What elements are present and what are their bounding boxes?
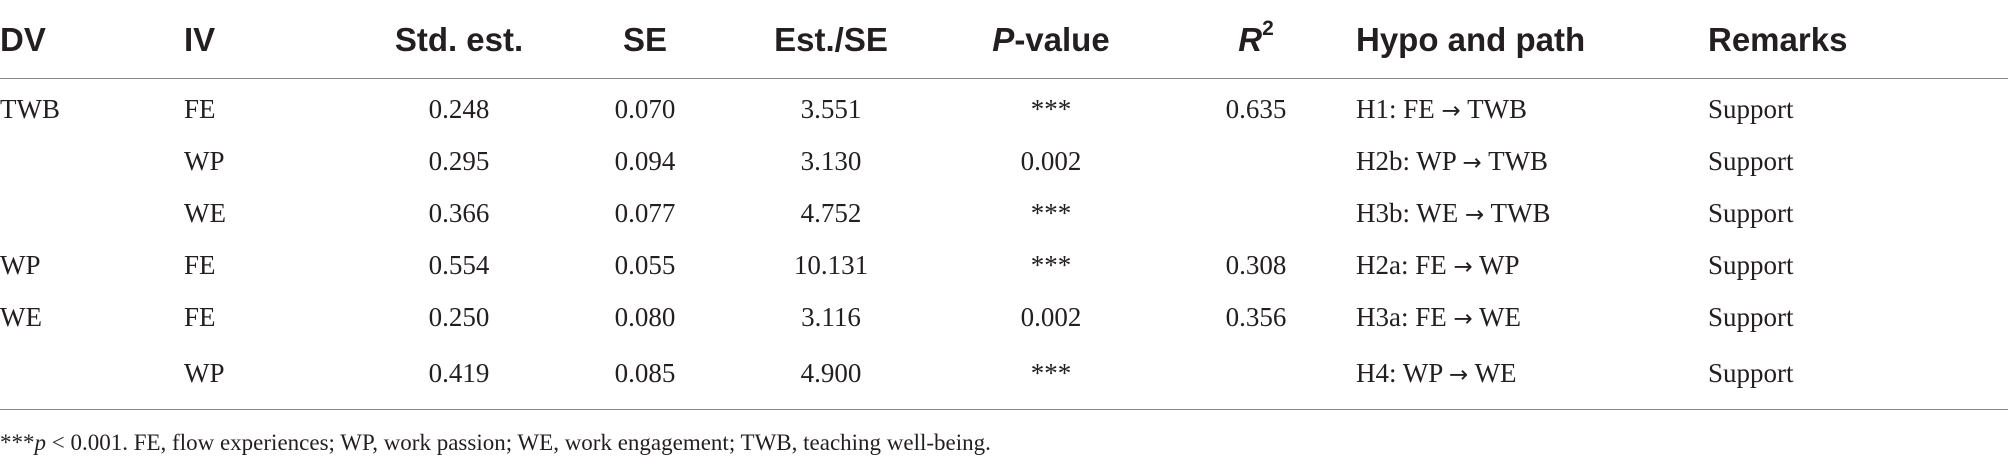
table-footnote: ***p < 0.001. FE, flow experiences; WP, … bbox=[0, 430, 991, 456]
cell-hypo: H4: WP → WE bbox=[1356, 343, 1708, 410]
table-row: WP FE 0.554 0.055 10.131 *** 0.308 H2a: FE → WP… bbox=[0, 239, 2008, 291]
cell-p-value: *** bbox=[946, 343, 1156, 410]
cell-se: 0.070 bbox=[614, 93, 676, 124]
cell-iv: WP bbox=[184, 145, 225, 176]
header-hypo: Hypo and path bbox=[1356, 14, 1708, 79]
header-p-italic: P bbox=[992, 21, 1015, 58]
hypo-label: H4: WP bbox=[1356, 357, 1443, 388]
right-arrow-icon: → bbox=[1441, 97, 1461, 124]
cell-std-est: 0.248 bbox=[428, 93, 490, 124]
cell-std-est: 0.554 bbox=[428, 249, 490, 280]
cell-p-value: *** bbox=[1030, 197, 1072, 228]
cell-est-se: 10.131 bbox=[793, 249, 869, 280]
table-row: WP 0.419 0.085 4.900 *** H4: WP → WE Support bbox=[0, 343, 2008, 410]
table-row: WP 0.295 0.094 3.130 0.002 H2b: WP → TWB Suppo… bbox=[0, 135, 2008, 187]
cell-iv: WP bbox=[184, 343, 344, 410]
cell-est-se: 4.752 bbox=[800, 197, 862, 228]
header-r2: R2 bbox=[1156, 14, 1356, 79]
footnote-stars: *** bbox=[0, 430, 35, 455]
cell-dv: WP bbox=[0, 249, 41, 280]
cell-est-se: 3.551 bbox=[800, 93, 862, 124]
table-row: TWB FE 0.248 0.070 3.551 *** 0.635 H1: FE → TWB… bbox=[0, 79, 2008, 136]
hypo-label: H3a: FE bbox=[1356, 301, 1447, 332]
cell-hypo: H1: FE → TWB bbox=[1356, 79, 1708, 136]
footnote-p: p bbox=[34, 430, 47, 455]
footnote-text: < 0.001. FE, flow experiences; WP, work … bbox=[46, 430, 991, 455]
cell-dv bbox=[0, 343, 184, 410]
cell-est-se: 3.130 bbox=[800, 145, 862, 176]
cell-remarks: Support bbox=[1708, 343, 2008, 410]
cell-std-est: 0.419 bbox=[344, 343, 574, 410]
cell-se: 0.094 bbox=[614, 145, 676, 176]
cell-se: 0.077 bbox=[614, 197, 676, 228]
cell-iv: FE bbox=[184, 249, 216, 280]
header-est-se: Est./SE bbox=[716, 14, 946, 79]
cell-r2 bbox=[1156, 187, 1356, 239]
cell-hypo: H2b: WP → TWB bbox=[1356, 135, 1708, 187]
cell-r2: 0.635 bbox=[1225, 93, 1287, 124]
cell-est-se: 3.116 bbox=[801, 301, 861, 332]
header-r2-sup: 2 bbox=[1262, 17, 1274, 40]
cell-dv: TWB bbox=[0, 93, 60, 124]
hypo-target: TWB bbox=[1490, 197, 1551, 228]
cell-se: 0.080 bbox=[614, 301, 676, 332]
hypo-target: WE bbox=[1479, 301, 1522, 332]
hypo-label: H3b: WE bbox=[1356, 197, 1459, 228]
header-r2-base: R bbox=[1238, 21, 1263, 58]
cell-r2 bbox=[1156, 343, 1356, 410]
cell-hypo: H3b: WE → TWB bbox=[1356, 187, 1708, 239]
cell-r2: 0.356 bbox=[1225, 301, 1287, 332]
cell-remarks: Support bbox=[1708, 249, 1794, 280]
cell-remarks: Support bbox=[1708, 93, 1794, 124]
cell-p-value: 0.002 bbox=[1020, 301, 1082, 332]
cell-remarks: Support bbox=[1708, 197, 1794, 228]
cell-std-est: 0.295 bbox=[428, 145, 490, 176]
table-body: TWB FE 0.248 0.070 3.551 *** 0.635 H1: FE → TWB… bbox=[0, 79, 2008, 410]
cell-iv: FE bbox=[184, 93, 216, 124]
hypo-target: WE bbox=[1474, 357, 1517, 388]
cell-r2 bbox=[1156, 135, 1356, 187]
hypo-label: H1: FE bbox=[1356, 93, 1435, 124]
hypo-target: TWB bbox=[1467, 93, 1528, 124]
header-p-rest: -value bbox=[1014, 21, 1110, 58]
right-arrow-icon: → bbox=[1449, 361, 1469, 388]
cell-iv: WE bbox=[184, 197, 226, 228]
cell-std-est: 0.366 bbox=[428, 197, 490, 228]
header-iv: IV bbox=[184, 14, 344, 79]
cell-hypo: H3a: FE → WE bbox=[1356, 291, 1708, 343]
cell-remarks: Support bbox=[1708, 145, 1794, 176]
cell-se: 0.085 bbox=[574, 343, 716, 410]
table-row: WE FE 0.250 0.080 3.116 0.002 0.356 H3a: FE → W… bbox=[0, 291, 2008, 343]
header-dv: DV bbox=[0, 14, 184, 79]
cell-est-se: 4.900 bbox=[716, 343, 946, 410]
header-se: SE bbox=[574, 14, 716, 79]
hypo-label: H2a: FE bbox=[1356, 249, 1447, 280]
hypo-target: TWB bbox=[1488, 145, 1549, 176]
right-arrow-icon: → bbox=[1462, 149, 1482, 176]
cell-se: 0.055 bbox=[614, 249, 676, 280]
hypo-label: H2b: WP bbox=[1356, 145, 1456, 176]
cell-r2: 0.308 bbox=[1225, 249, 1287, 280]
table-row: WE 0.366 0.077 4.752 *** H3b: WE → TWB Support bbox=[0, 187, 2008, 239]
cell-dv bbox=[0, 187, 184, 239]
cell-p-value: 0.002 bbox=[1020, 145, 1082, 176]
right-arrow-icon: → bbox=[1453, 305, 1473, 332]
header-p-value: P-value bbox=[946, 14, 1156, 79]
cell-dv bbox=[0, 135, 184, 187]
header-row: DV IV Std. est. SE Est./SE P-value R2 Hy… bbox=[0, 14, 2008, 79]
path-analysis-table: DV IV Std. est. SE Est./SE P-value R2 Hy… bbox=[0, 14, 2008, 410]
cell-iv: FE bbox=[184, 301, 216, 332]
right-arrow-icon: → bbox=[1465, 201, 1485, 228]
hypo-target: WP bbox=[1479, 249, 1520, 280]
cell-std-est: 0.250 bbox=[428, 301, 490, 332]
right-arrow-icon: → bbox=[1453, 253, 1473, 280]
cell-p-value: *** bbox=[1030, 249, 1072, 280]
header-remarks: Remarks bbox=[1708, 14, 2008, 79]
header-std-est: Std. est. bbox=[344, 14, 574, 79]
cell-remarks: Support bbox=[1708, 301, 1794, 332]
cell-p-value: *** bbox=[1030, 93, 1072, 124]
cell-dv: WE bbox=[0, 301, 42, 332]
cell-hypo: H2a: FE → WP bbox=[1356, 239, 1708, 291]
